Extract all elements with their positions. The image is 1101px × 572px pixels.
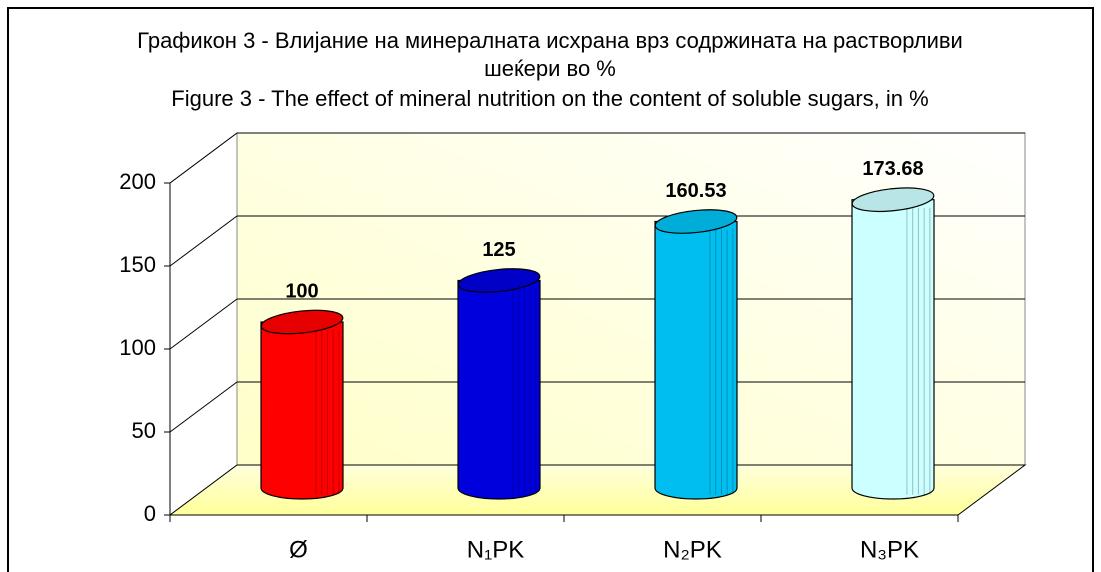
grid-line (169, 381, 238, 433)
y-tick-label: 100 (119, 335, 156, 360)
y-tick-label: 150 (119, 252, 156, 277)
grid-line (169, 132, 238, 184)
frame (7, 7, 1094, 572)
value-label: 125 (482, 239, 515, 261)
x-tick-label: N₁PK (467, 536, 524, 563)
chart-title: Графикон 3 - Влијание на минералната исх… (137, 28, 963, 53)
grid-line (169, 215, 238, 267)
cylinder-body (851, 199, 935, 500)
grid-line (169, 298, 238, 350)
cylinder-body (457, 279, 541, 500)
y-tick-label: 200 (119, 169, 156, 194)
y-tick-label: 0 (144, 501, 156, 526)
cylinder-top (851, 187, 935, 213)
cylinder-top (654, 209, 738, 234)
x-tick-label: N₃PK (860, 536, 919, 563)
x-tick-label: Ø (289, 536, 308, 563)
value-label: 100 (285, 280, 318, 302)
cylinder-top (457, 268, 541, 293)
x-tick-label: N₂PK (663, 536, 722, 563)
chart-title: шеќери во % (484, 56, 616, 81)
cylinder-body (260, 321, 344, 500)
value-label: 173.68 (862, 158, 923, 180)
y-tick-label: 50 (132, 418, 156, 443)
chart-title: Figure 3 - The effect of mineral nutriti… (171, 86, 928, 111)
value-label: 160.53 (665, 180, 726, 202)
cylinder-top (260, 309, 344, 335)
cylinder-body (654, 220, 738, 500)
